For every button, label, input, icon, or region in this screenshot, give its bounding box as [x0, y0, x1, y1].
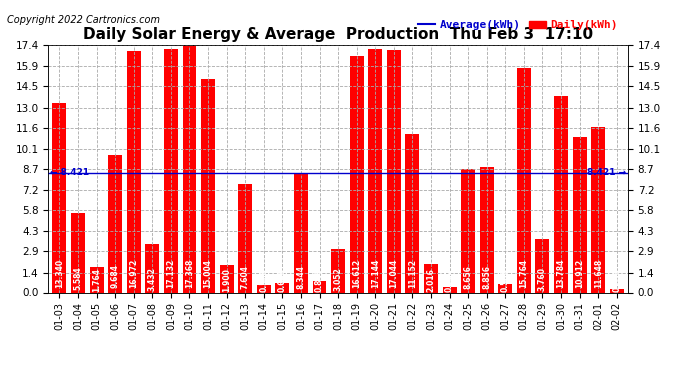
Bar [591, 127, 605, 292]
Bar [275, 283, 289, 292]
Bar [71, 213, 85, 292]
Bar [368, 49, 382, 292]
Bar [554, 96, 568, 292]
Text: 15.764: 15.764 [520, 259, 529, 288]
Text: 8.656: 8.656 [464, 265, 473, 289]
Bar [164, 49, 178, 292]
Text: ← 8.421: ← 8.421 [50, 168, 89, 177]
Text: 16.612: 16.612 [352, 259, 361, 288]
Text: 2.016: 2.016 [426, 268, 435, 292]
Text: 17.132: 17.132 [166, 259, 175, 288]
Text: 7.604: 7.604 [241, 265, 250, 289]
Bar [350, 56, 364, 292]
Bar [387, 50, 401, 292]
Bar [331, 249, 345, 292]
Bar [127, 51, 141, 292]
Text: 5.584: 5.584 [74, 266, 83, 290]
Text: 1.764: 1.764 [92, 268, 101, 292]
Bar [201, 79, 215, 292]
Text: 9.684: 9.684 [110, 264, 119, 288]
Bar [480, 166, 493, 292]
Bar [610, 289, 624, 292]
Text: 3.760: 3.760 [538, 267, 547, 291]
Bar [146, 244, 159, 292]
Bar [498, 284, 512, 292]
Text: Copyright 2022 Cartronics.com: Copyright 2022 Cartronics.com [7, 15, 160, 25]
Text: 0.648: 0.648 [278, 268, 287, 292]
Text: 13.784: 13.784 [557, 259, 566, 288]
Bar [219, 266, 234, 292]
Bar [517, 68, 531, 292]
Text: 0.352: 0.352 [445, 268, 454, 292]
Text: 16.972: 16.972 [129, 259, 138, 288]
Text: 17.044: 17.044 [389, 259, 398, 288]
Text: 0.840: 0.840 [315, 268, 324, 292]
Bar [257, 285, 270, 292]
Bar [424, 264, 438, 292]
Bar [108, 155, 122, 292]
Bar [52, 103, 66, 292]
Legend: Average(kWh), Daily(kWh): Average(kWh), Daily(kWh) [414, 16, 622, 35]
Bar [238, 184, 252, 292]
Text: 13.340: 13.340 [55, 259, 64, 288]
Bar [90, 267, 104, 292]
Text: 0.588: 0.588 [501, 268, 510, 292]
Text: 11.152: 11.152 [408, 259, 417, 288]
Bar [535, 239, 549, 292]
Bar [406, 134, 420, 292]
Text: 15.004: 15.004 [204, 259, 213, 288]
Text: 3.052: 3.052 [333, 267, 343, 291]
Text: 0.256: 0.256 [612, 268, 621, 292]
Bar [573, 137, 586, 292]
Text: 8.421 →: 8.421 → [587, 168, 626, 177]
Bar [461, 170, 475, 292]
Text: 8.856: 8.856 [482, 265, 491, 289]
Bar [294, 174, 308, 292]
Text: 11.648: 11.648 [593, 259, 602, 288]
Text: 17.368: 17.368 [185, 259, 194, 288]
Text: 3.432: 3.432 [148, 267, 157, 291]
Bar [442, 288, 457, 292]
Bar [313, 280, 326, 292]
Title: Daily Solar Energy & Average  Production  Thu Feb 3  17:10: Daily Solar Energy & Average Production … [83, 27, 593, 42]
Text: 10.912: 10.912 [575, 259, 584, 288]
Text: 0.528: 0.528 [259, 268, 268, 292]
Text: 8.344: 8.344 [297, 265, 306, 289]
Text: 1.900: 1.900 [222, 268, 231, 292]
Bar [183, 45, 197, 292]
Text: 17.144: 17.144 [371, 259, 380, 288]
